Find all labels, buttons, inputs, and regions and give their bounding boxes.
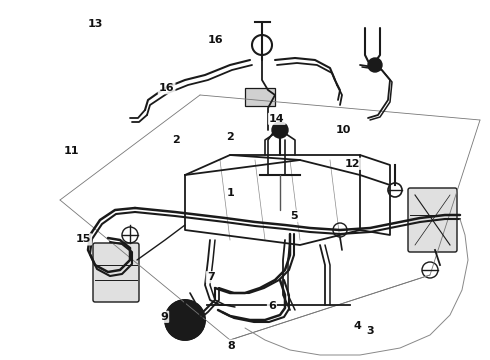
Text: 14: 14: [269, 114, 285, 124]
Circle shape: [368, 58, 382, 72]
Text: 6: 6: [268, 301, 276, 311]
Bar: [245, 88, 275, 106]
Text: 13: 13: [88, 19, 103, 30]
Circle shape: [165, 300, 205, 340]
Text: 11: 11: [63, 146, 79, 156]
Text: 15: 15: [75, 234, 91, 244]
FancyBboxPatch shape: [408, 188, 457, 252]
Text: 1: 1: [226, 188, 234, 198]
Text: 7: 7: [207, 272, 215, 282]
Text: 2: 2: [172, 135, 180, 145]
Text: 9: 9: [160, 312, 168, 322]
Circle shape: [272, 122, 288, 138]
Text: 8: 8: [227, 341, 235, 351]
Text: 10: 10: [335, 125, 351, 135]
FancyBboxPatch shape: [93, 243, 139, 302]
Text: 2: 2: [226, 132, 234, 142]
Text: 16: 16: [159, 83, 174, 93]
Text: 16: 16: [208, 35, 223, 45]
Text: 5: 5: [290, 211, 298, 221]
Text: 12: 12: [345, 159, 361, 169]
Text: 4: 4: [354, 321, 362, 331]
Text: 3: 3: [366, 326, 374, 336]
